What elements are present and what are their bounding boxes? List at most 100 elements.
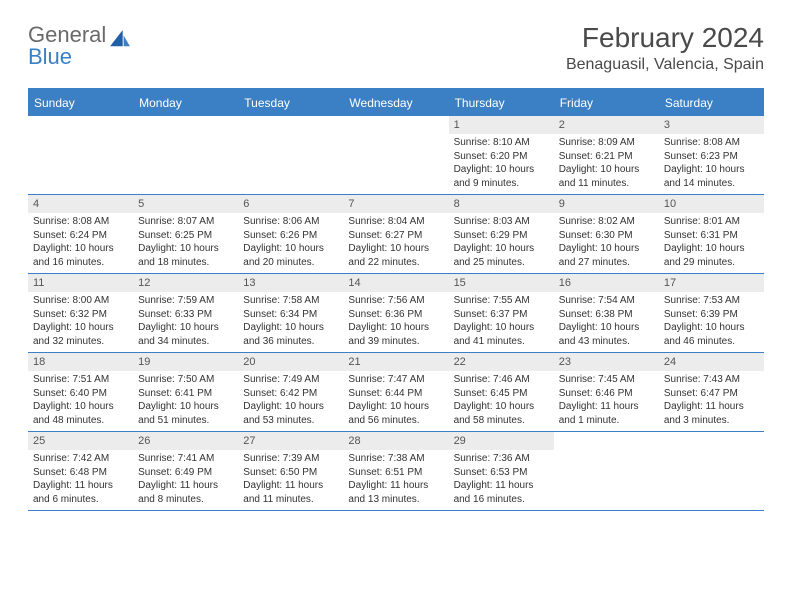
daylight-line: Daylight: 11 hours and 13 minutes. (348, 479, 443, 506)
sunrise-line: Sunrise: 7:54 AM (559, 294, 654, 308)
sunset-line: Sunset: 6:44 PM (348, 387, 443, 401)
sunrise-line: Sunrise: 7:50 AM (138, 373, 233, 387)
sunrise-line: Sunrise: 7:53 AM (664, 294, 759, 308)
sunrise-line: Sunrise: 8:08 AM (664, 136, 759, 150)
sunset-line: Sunset: 6:31 PM (664, 229, 759, 243)
daylight-line: Daylight: 11 hours and 1 minute. (559, 400, 654, 427)
sunrise-line: Sunrise: 8:07 AM (138, 215, 233, 229)
daylight-line: Daylight: 11 hours and 16 minutes. (454, 479, 549, 506)
sunset-line: Sunset: 6:20 PM (454, 150, 549, 164)
day-number: 9 (554, 195, 659, 213)
sunset-line: Sunset: 6:41 PM (138, 387, 233, 401)
day-cell: 11 Sunrise: 8:00 AMSunset: 6:32 PMDayligh… (28, 274, 133, 352)
day-number: 1 (449, 116, 554, 134)
daylight-line: Daylight: 10 hours and 41 minutes. (454, 321, 549, 348)
day-info: Sunrise: 7:59 AMSunset: 6:33 PMDaylight:… (133, 294, 238, 352)
sail-icon (108, 30, 132, 48)
day-number: 6 (238, 195, 343, 213)
day-cell: 1 Sunrise: 8:10 AMSunset: 6:20 PMDaylight… (449, 116, 554, 194)
sunrise-line: Sunrise: 7:39 AM (243, 452, 338, 466)
daylight-line: Daylight: 10 hours and 18 minutes. (138, 242, 233, 269)
day-info: Sunrise: 8:00 AMSunset: 6:32 PMDaylight:… (28, 294, 133, 352)
day-cell: 7Sunrise: 8:04 AMSunset: 6:27 PMDaylight… (343, 195, 448, 273)
daylight-line: Daylight: 10 hours and 22 minutes. (348, 242, 443, 269)
daylight-line: Daylight: 10 hours and 46 minutes. (664, 321, 759, 348)
day-cell-empty (133, 116, 238, 194)
day-number: 26 (133, 432, 238, 450)
day-number: 14 (343, 274, 448, 292)
day-number: 4 (28, 195, 133, 213)
day-info: Sunrise: 7:39 AMSunset: 6:50 PMDaylight:… (238, 452, 343, 510)
day-number: 23 (554, 353, 659, 371)
sunset-line: Sunset: 6:34 PM (243, 308, 338, 322)
day-cell: 14 Sunrise: 7:56 AMSunset: 6:36 PMDayligh… (343, 274, 448, 352)
day-cell: 29Sunrise: 7:36 AMSunset: 6:53 PMDayligh… (449, 432, 554, 510)
sunrise-line: Sunrise: 7:36 AM (454, 452, 549, 466)
week-row: 18Sunrise: 7:51 AMSunset: 6:40 PMDayligh… (28, 353, 764, 432)
day-number: 22 (449, 353, 554, 371)
day-number: 19 (133, 353, 238, 371)
sunrise-line: Sunrise: 7:42 AM (33, 452, 128, 466)
day-info: Sunrise: 7:41 AMSunset: 6:49 PMDaylight:… (133, 452, 238, 510)
day-info: Sunrise: 7:53 AMSunset: 6:39 PMDaylight:… (659, 294, 764, 352)
day-cell: 24Sunrise: 7:43 AMSunset: 6:47 PMDayligh… (659, 353, 764, 431)
day-cell: 10Sunrise: 8:01 AMSunset: 6:31 PMDayligh… (659, 195, 764, 273)
day-info: Sunrise: 7:47 AMSunset: 6:44 PMDaylight:… (343, 373, 448, 431)
title-block: February 2024 Benaguasil, Valencia, Spai… (566, 22, 764, 74)
day-cell-empty (28, 116, 133, 194)
sunrise-line: Sunrise: 7:43 AM (664, 373, 759, 387)
day-info: Sunrise: 8:06 AMSunset: 6:26 PMDaylight:… (238, 215, 343, 273)
day-info: Sunrise: 8:03 AMSunset: 6:29 PMDaylight:… (449, 215, 554, 273)
day-number: 16 (554, 274, 659, 292)
sunset-line: Sunset: 6:53 PM (454, 466, 549, 480)
week-row: 25Sunrise: 7:42 AMSunset: 6:48 PMDayligh… (28, 432, 764, 511)
day-cell: 5Sunrise: 8:07 AMSunset: 6:25 PMDaylight… (133, 195, 238, 273)
week-row: 11 Sunrise: 8:00 AMSunset: 6:32 PMDayligh… (28, 274, 764, 353)
day-number: 15 (449, 274, 554, 292)
sunset-line: Sunset: 6:25 PM (138, 229, 233, 243)
day-info: Sunrise: 7:50 AMSunset: 6:41 PMDaylight:… (133, 373, 238, 431)
sunrise-line: Sunrise: 7:56 AM (348, 294, 443, 308)
day-info: Sunrise: 7:36 AMSunset: 6:53 PMDaylight:… (449, 452, 554, 510)
sunset-line: Sunset: 6:32 PM (33, 308, 128, 322)
day-info: Sunrise: 7:54 AMSunset: 6:38 PMDaylight:… (554, 294, 659, 352)
day-info: Sunrise: 7:43 AMSunset: 6:47 PMDaylight:… (659, 373, 764, 431)
daylight-line: Daylight: 10 hours and 48 minutes. (33, 400, 128, 427)
day-info: Sunrise: 8:01 AMSunset: 6:31 PMDaylight:… (659, 215, 764, 273)
day-cell: 13Sunrise: 7:58 AMSunset: 6:34 PMDayligh… (238, 274, 343, 352)
day-info: Sunrise: 8:07 AMSunset: 6:25 PMDaylight:… (133, 215, 238, 273)
sunset-line: Sunset: 6:27 PM (348, 229, 443, 243)
sunrise-line: Sunrise: 7:58 AM (243, 294, 338, 308)
daylight-line: Daylight: 11 hours and 8 minutes. (138, 479, 233, 506)
day-info: Sunrise: 7:51 AMSunset: 6:40 PMDaylight:… (28, 373, 133, 431)
day-info: Sunrise: 7:56 AMSunset: 6:36 PMDaylight:… (343, 294, 448, 352)
day-info: Sunrise: 7:49 AMSunset: 6:42 PMDaylight:… (238, 373, 343, 431)
sunset-line: Sunset: 6:36 PM (348, 308, 443, 322)
sunset-line: Sunset: 6:39 PM (664, 308, 759, 322)
sunset-line: Sunset: 6:42 PM (243, 387, 338, 401)
day-cell: 23Sunrise: 7:45 AMSunset: 6:46 PMDayligh… (554, 353, 659, 431)
sunrise-line: Sunrise: 8:10 AM (454, 136, 549, 150)
day-cell: 20 Sunrise: 7:49 AMSunset: 6:42 PMDayligh… (238, 353, 343, 431)
sunrise-line: Sunrise: 7:47 AM (348, 373, 443, 387)
day-cell: 25Sunrise: 7:42 AMSunset: 6:48 PMDayligh… (28, 432, 133, 510)
daylight-line: Daylight: 10 hours and 27 minutes. (559, 242, 654, 269)
daylight-line: Daylight: 10 hours and 9 minutes. (454, 163, 549, 190)
daylight-line: Daylight: 10 hours and 32 minutes. (33, 321, 128, 348)
daylight-line: Daylight: 10 hours and 51 minutes. (138, 400, 233, 427)
sunrise-line: Sunrise: 7:41 AM (138, 452, 233, 466)
sunset-line: Sunset: 6:50 PM (243, 466, 338, 480)
day-number: 21 (343, 353, 448, 371)
sunrise-line: Sunrise: 8:02 AM (559, 215, 654, 229)
sunset-line: Sunset: 6:40 PM (33, 387, 128, 401)
month-title: February 2024 (566, 22, 764, 54)
daylight-line: Daylight: 10 hours and 14 minutes. (664, 163, 759, 190)
weekday-header-row: Sunday Monday Tuesday Wednesday Thursday… (28, 90, 764, 116)
sunrise-line: Sunrise: 8:03 AM (454, 215, 549, 229)
day-info: Sunrise: 8:02 AMSunset: 6:30 PMDaylight:… (554, 215, 659, 273)
day-number: 11 (28, 274, 133, 292)
day-info: Sunrise: 8:09 AMSunset: 6:21 PMDaylight:… (554, 136, 659, 194)
day-number: 20 (238, 353, 343, 371)
daylight-line: Daylight: 10 hours and 58 minutes. (454, 400, 549, 427)
week-row: 4Sunrise: 8:08 AMSunset: 6:24 PMDaylight… (28, 195, 764, 274)
